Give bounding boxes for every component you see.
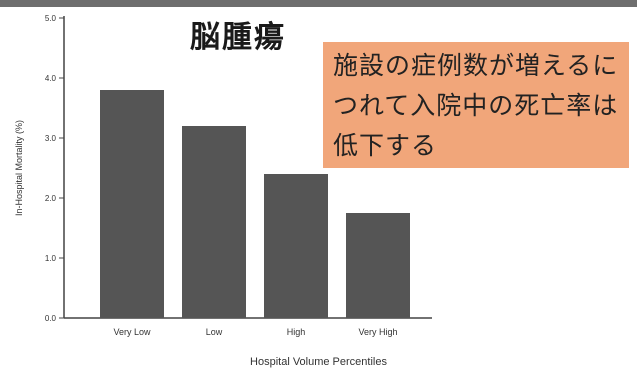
y-tick-label: 4.0	[45, 74, 57, 83]
bar-very-low	[100, 90, 164, 318]
y-axis-title: In-Hospital Mortality (%)	[14, 120, 24, 216]
top-border	[0, 0, 637, 7]
x-tick-label: High	[287, 327, 306, 337]
x-tick-label: Very Low	[113, 327, 151, 337]
callout-text: 施設の症例数が増えるにつれて入院中の死亡率は低下する	[333, 51, 619, 160]
y-tick-label: 2.0	[45, 194, 57, 203]
callout-box: 施設の症例数が増えるにつれて入院中の死亡率は低下する	[323, 42, 629, 168]
y-tick-label: 0.0	[45, 314, 57, 323]
x-tick-label: Low	[206, 327, 223, 337]
x-axis-title: Hospital Volume Percentiles	[250, 356, 387, 368]
chart-title: 脳腫瘍	[190, 20, 286, 55]
bar-very-high	[346, 213, 410, 318]
bar-high	[264, 174, 328, 318]
y-tick-label: 5.0	[45, 14, 57, 23]
y-tick-label: 3.0	[45, 134, 57, 143]
x-tick-label: Very High	[358, 327, 397, 337]
y-tick-label: 1.0	[45, 254, 57, 263]
bar-low	[182, 126, 246, 318]
